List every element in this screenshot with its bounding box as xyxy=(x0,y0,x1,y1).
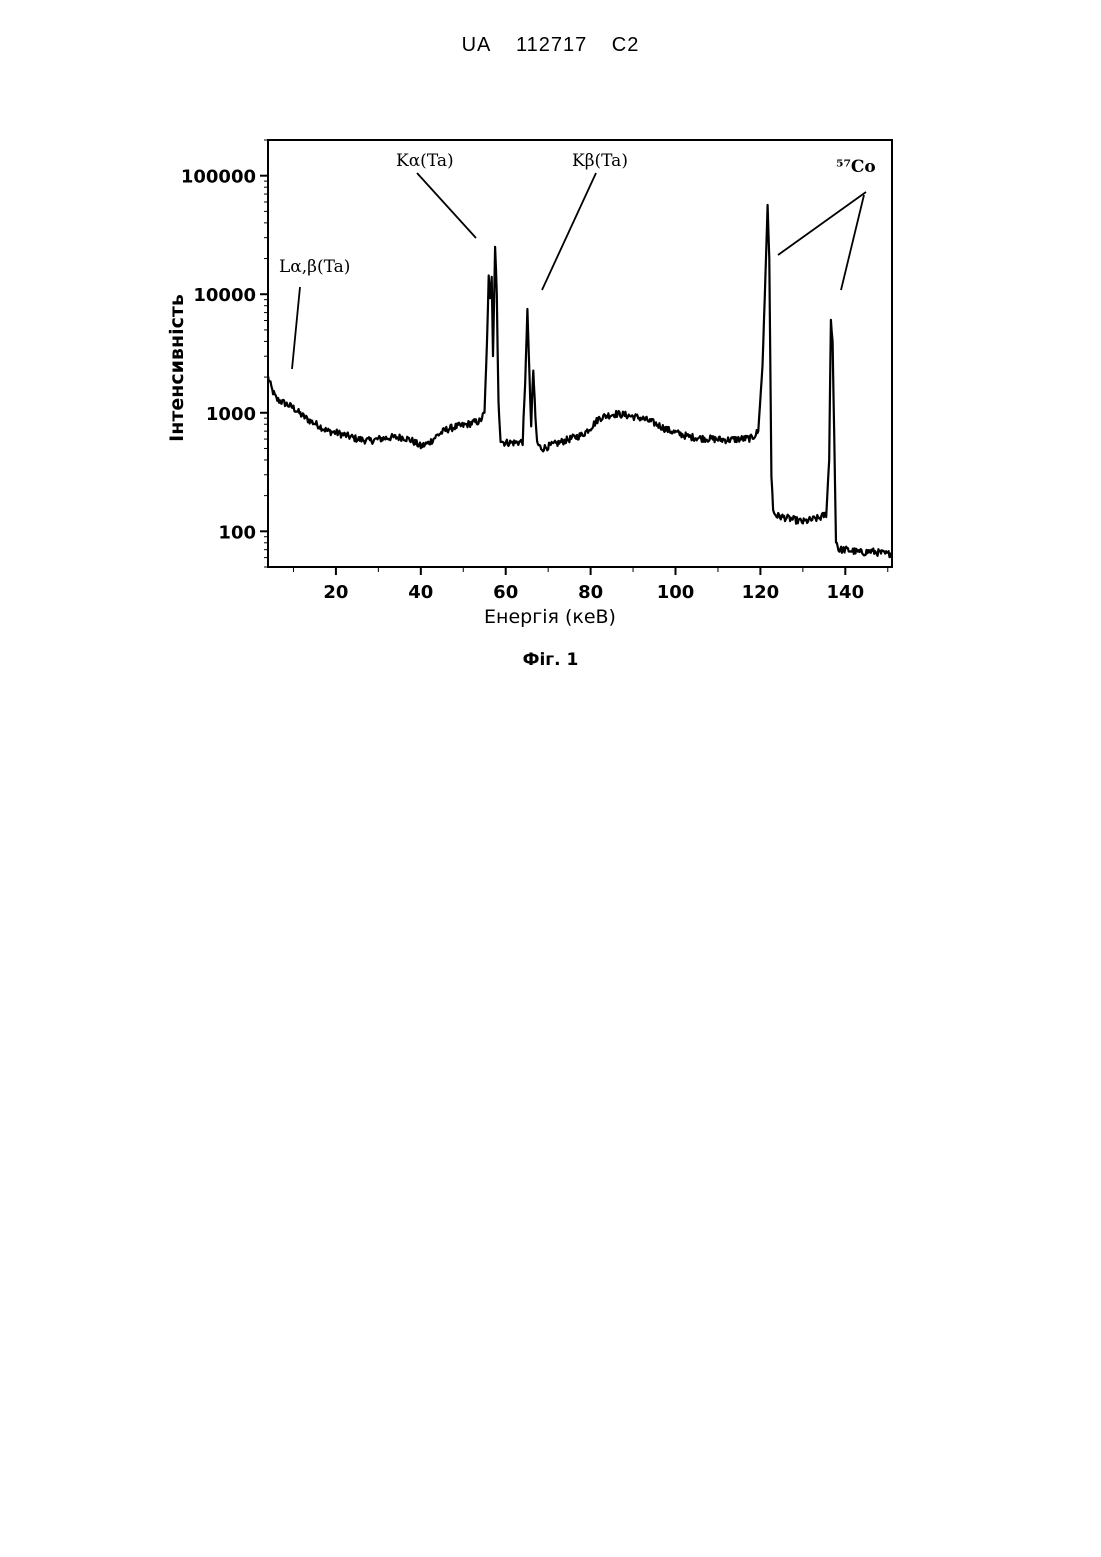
annotations-layer: Lα,β(Ta) Kα(Ta) Kβ(Ta) ⁵⁷Co xyxy=(279,151,876,369)
annotation-leader-line xyxy=(841,195,864,290)
spectrum-chart: 100 1000 10000 100000 20 40 60 80 100 120 140 Lα,… xyxy=(0,0,1101,700)
y-axis-ticks: 100 1000 10000 100000 xyxy=(181,140,268,567)
y-tick-label: 100 xyxy=(218,522,256,543)
y-tick-label: 1000 xyxy=(206,404,256,425)
annotation-leader-line xyxy=(417,173,476,238)
peak-annotation-label: Kα(Ta) xyxy=(396,151,454,171)
spectrum-series-line-0 xyxy=(268,205,892,557)
peak-annotation-label: Kβ(Ta) xyxy=(572,151,628,171)
x-tick-label: 60 xyxy=(493,582,518,603)
x-tick-label: 40 xyxy=(408,582,433,603)
y-axis-label: Інтенсивність xyxy=(166,294,188,442)
x-tick-label: 80 xyxy=(578,582,603,603)
annotation-leader-line xyxy=(778,192,866,255)
x-axis-ticks: 20 40 60 80 100 120 140 xyxy=(293,567,887,603)
plot-area-border xyxy=(268,140,892,567)
y-tick-label: 100000 xyxy=(181,167,256,188)
annotation-leader-line xyxy=(542,173,596,290)
peak-annotation-label: Lα,β(Ta) xyxy=(279,257,350,277)
annotation-leader-line xyxy=(292,287,300,369)
x-axis-label: Енергія (кеВ) xyxy=(484,606,616,628)
plot-frame xyxy=(268,140,892,567)
x-tick-label: 100 xyxy=(657,582,695,603)
x-tick-label: 120 xyxy=(742,582,780,603)
y-tick-label: 10000 xyxy=(193,285,256,306)
peak-annotation-label: ⁵⁷Co xyxy=(836,157,876,177)
x-tick-label: 20 xyxy=(323,582,348,603)
figure-caption: Фіг. 1 xyxy=(0,650,1101,670)
x-tick-label: 140 xyxy=(827,582,865,603)
series-layer xyxy=(268,205,892,557)
